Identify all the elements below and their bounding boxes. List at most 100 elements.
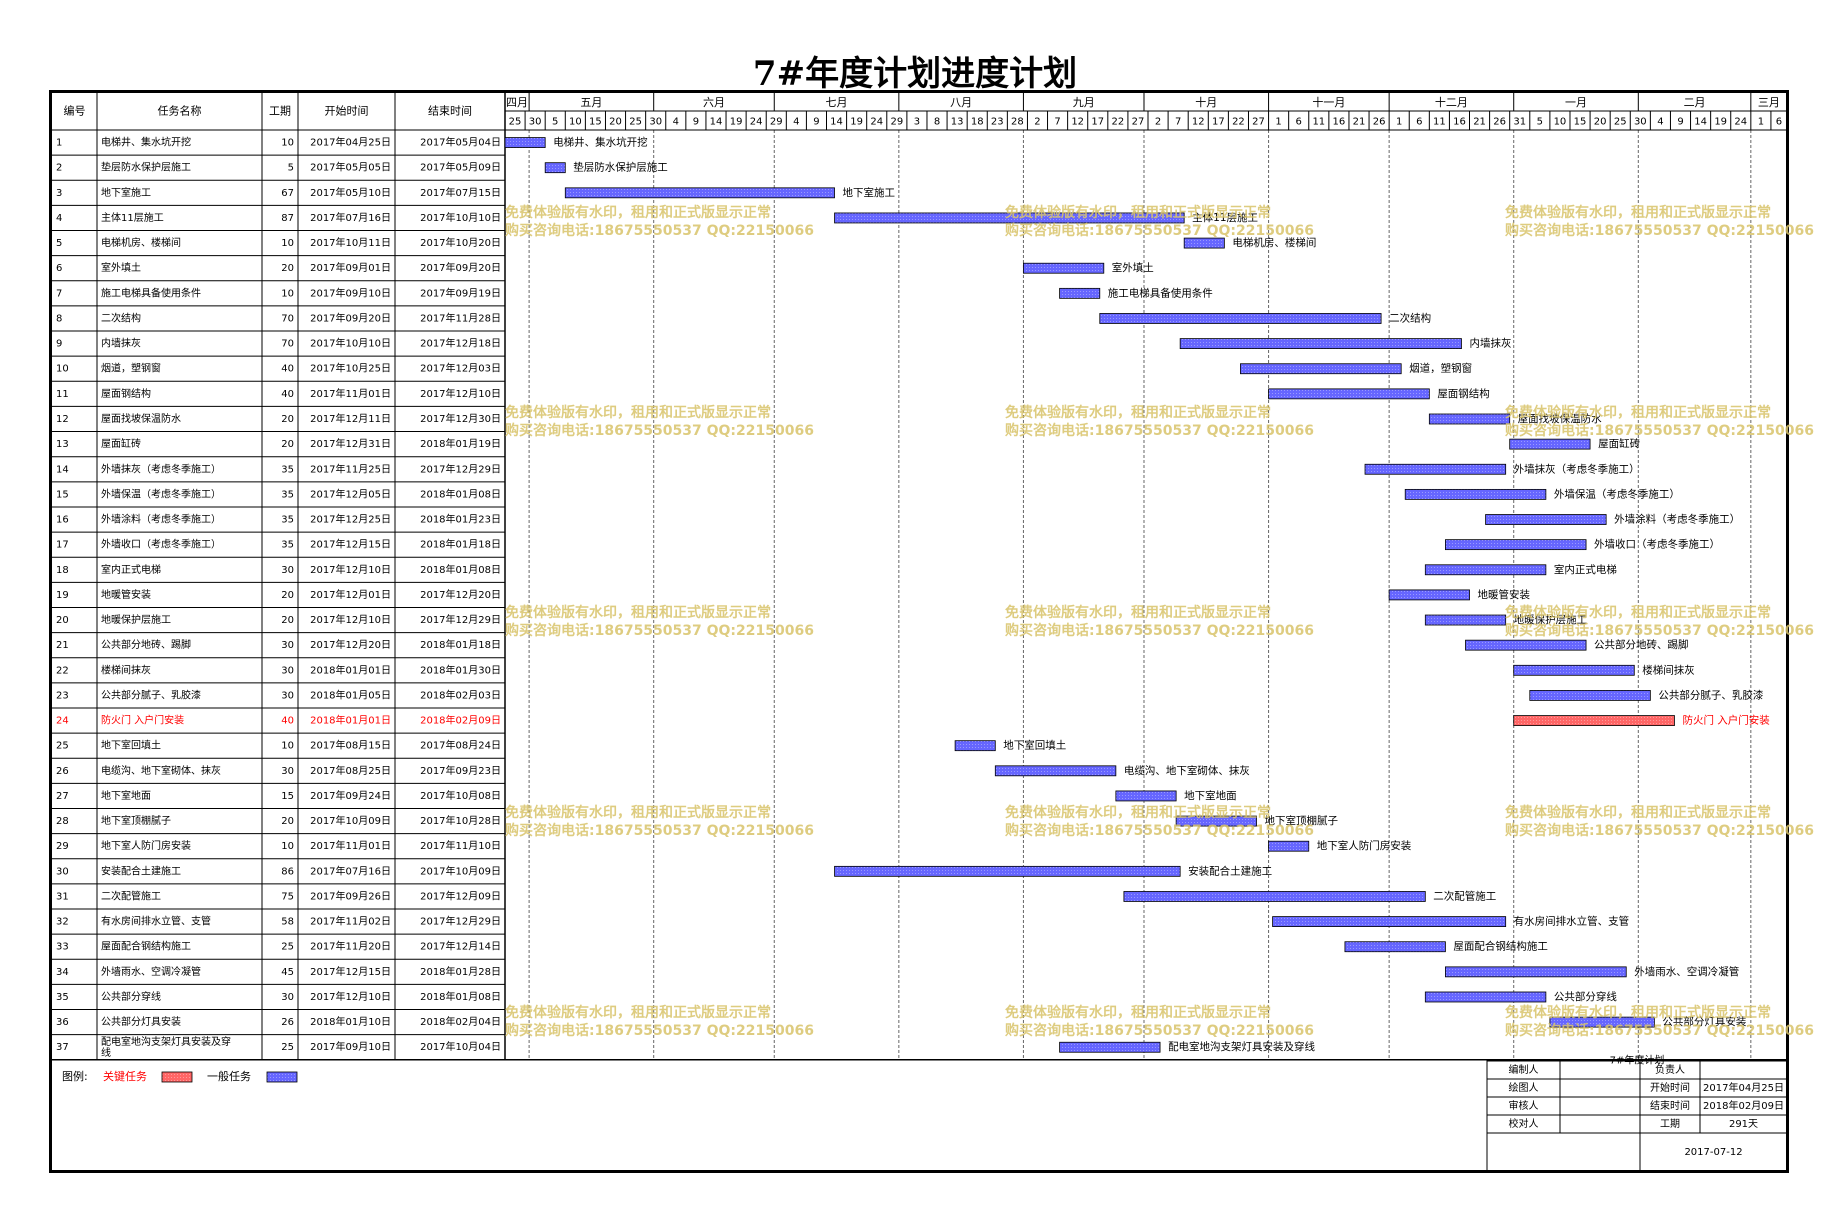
day-label: 25 <box>629 117 642 128</box>
gantt-bar[interactable] <box>1425 615 1505 625</box>
gantt-bar[interactable] <box>1240 364 1401 374</box>
gantt-bar[interactable] <box>995 766 1116 776</box>
task-no: 23 <box>56 690 69 701</box>
task-end: 2017年05月09日 <box>420 161 501 174</box>
watermark-text: 免费体验版有水印，租用和正式版显示正常 <box>1005 604 1271 621</box>
gantt-bar[interactable] <box>1180 339 1461 349</box>
gantt-bar[interactable] <box>1486 515 1607 525</box>
task-start: 2018年01月05日 <box>310 688 391 701</box>
gantt-bar[interactable] <box>1100 313 1381 323</box>
gantt-bar[interactable] <box>1023 263 1103 273</box>
task-end: 2017年10月08日 <box>420 789 501 802</box>
task-name: 电梯井、集水坑开挖 <box>101 136 191 149</box>
info-box-cell: 工期 <box>1660 1118 1680 1130</box>
gantt-bar[interactable] <box>1269 841 1309 851</box>
watermark-text: 免费体验版有水印，租用和正式版显示正常 <box>1005 1004 1271 1021</box>
gantt-bar[interactable] <box>565 188 834 198</box>
gantt-bar-label: 地暖管安装 <box>1478 588 1531 601</box>
day-label: 1 <box>1275 117 1281 128</box>
day-label: 19 <box>730 117 743 128</box>
gantt-bar[interactable] <box>1389 590 1469 600</box>
gantt-bar[interactable] <box>1405 489 1546 499</box>
gantt-bar[interactable] <box>1184 238 1224 248</box>
gantt-bar[interactable] <box>1465 640 1586 650</box>
task-duration: 45 <box>281 967 294 978</box>
watermark-text: 购买咨询电话:18675550537 QQ:22150066 <box>1005 222 1314 239</box>
task-start: 2018年01月01日 <box>310 663 391 676</box>
task-no: 3 <box>56 188 62 199</box>
watermark-text: 免费体验版有水印，租用和正式版显示正常 <box>1505 604 1771 621</box>
watermark-text: 免费体验版有水印，租用和正式版显示正常 <box>1005 804 1271 821</box>
task-no: 18 <box>56 565 69 576</box>
gantt-bar[interactable] <box>1445 540 1586 550</box>
gantt-bar[interactable] <box>835 866 1181 876</box>
day-label: 29 <box>770 117 783 128</box>
day-label: 19 <box>1714 117 1727 128</box>
task-name: 外墙涂料（考虑冬季施工） <box>101 513 221 526</box>
gantt-bar[interactable] <box>1514 665 1635 675</box>
gantt-bar[interactable] <box>1116 791 1176 801</box>
day-label: 28 <box>1011 117 1024 128</box>
gantt-bar-label: 地下室回填土 <box>1003 739 1066 752</box>
gantt-bar-label: 外墙保温（考虑冬季施工） <box>1554 487 1680 500</box>
task-duration: 15 <box>281 791 294 802</box>
task-end: 2017年10月20日 <box>420 236 501 249</box>
task-name: 外墙抹灰（考虑冬季施工） <box>101 462 221 475</box>
gantt-bar[interactable] <box>1445 967 1626 977</box>
task-start: 2017年09月10日 <box>310 286 391 299</box>
task-start: 2017年05月05日 <box>310 161 391 174</box>
day-label: 14 <box>1694 117 1707 128</box>
task-end: 2017年10月04日 <box>420 1040 501 1053</box>
day-label: 1 <box>1396 117 1402 128</box>
task-start: 2017年07月16日 <box>310 211 391 224</box>
gantt-bar[interactable] <box>1429 414 1509 424</box>
day-label: 6 <box>1776 117 1782 128</box>
task-duration: 58 <box>281 917 294 928</box>
gantt-bar[interactable] <box>1530 690 1651 700</box>
task-duration: 40 <box>281 716 294 727</box>
day-label: 8 <box>934 117 940 128</box>
info-box-date: 2017-07-12 <box>1684 1147 1742 1158</box>
gantt-bar[interactable] <box>1425 565 1546 575</box>
legend-label: 图例: <box>62 1069 88 1083</box>
gantt-bar-critical[interactable] <box>1514 716 1675 726</box>
gantt-bar[interactable] <box>1365 464 1506 474</box>
month-label: 二月 <box>1684 96 1706 109</box>
gantt-bar-label: 外墙雨水、空调冷凝管 <box>1634 965 1739 978</box>
task-start: 2018年01月01日 <box>310 714 391 727</box>
task-no: 12 <box>56 414 69 425</box>
day-label: 9 <box>693 117 699 128</box>
day-label: 21 <box>1353 117 1366 128</box>
day-label: 16 <box>1453 117 1466 128</box>
task-start: 2017年12月31日 <box>310 437 391 450</box>
task-no: 13 <box>56 439 69 450</box>
gantt-bar[interactable] <box>1269 389 1430 399</box>
task-start: 2017年10月09日 <box>310 814 391 827</box>
task-end: 2017年12月18日 <box>420 337 501 350</box>
task-end: 2017年05月04日 <box>420 136 501 149</box>
task-end: 2017年12月14日 <box>420 940 501 953</box>
task-no: 25 <box>56 741 69 752</box>
legend-critical-label: 关键任务 <box>103 1069 147 1083</box>
gantt-bar[interactable] <box>1060 1042 1160 1052</box>
task-no: 24 <box>56 716 69 727</box>
day-label: 9 <box>813 117 819 128</box>
day-label: 30 <box>649 117 662 128</box>
info-box-cell: 负责人 <box>1655 1063 1685 1076</box>
gantt-bar[interactable] <box>1510 439 1590 449</box>
gantt-bar[interactable] <box>955 741 995 751</box>
gantt-bar[interactable] <box>545 163 565 173</box>
task-name: 外墙保温（考虑冬季施工） <box>101 487 221 500</box>
gantt-bar-label: 施工电梯具备使用条件 <box>1108 286 1213 299</box>
gantt-bar[interactable] <box>1345 942 1445 952</box>
gantt-bar[interactable] <box>1060 288 1100 298</box>
task-name: 有水房间排水立管、支管 <box>101 915 211 928</box>
task-end: 2017年12月20日 <box>420 588 501 601</box>
task-end: 2018年02月03日 <box>420 688 501 701</box>
gantt-bar[interactable] <box>505 138 545 148</box>
task-start: 2017年12月15日 <box>310 538 391 551</box>
gantt-bar[interactable] <box>1124 891 1425 901</box>
gantt-bar[interactable] <box>1273 917 1506 927</box>
gantt-bar[interactable] <box>1425 992 1546 1002</box>
day-label: 6 <box>1296 117 1302 128</box>
